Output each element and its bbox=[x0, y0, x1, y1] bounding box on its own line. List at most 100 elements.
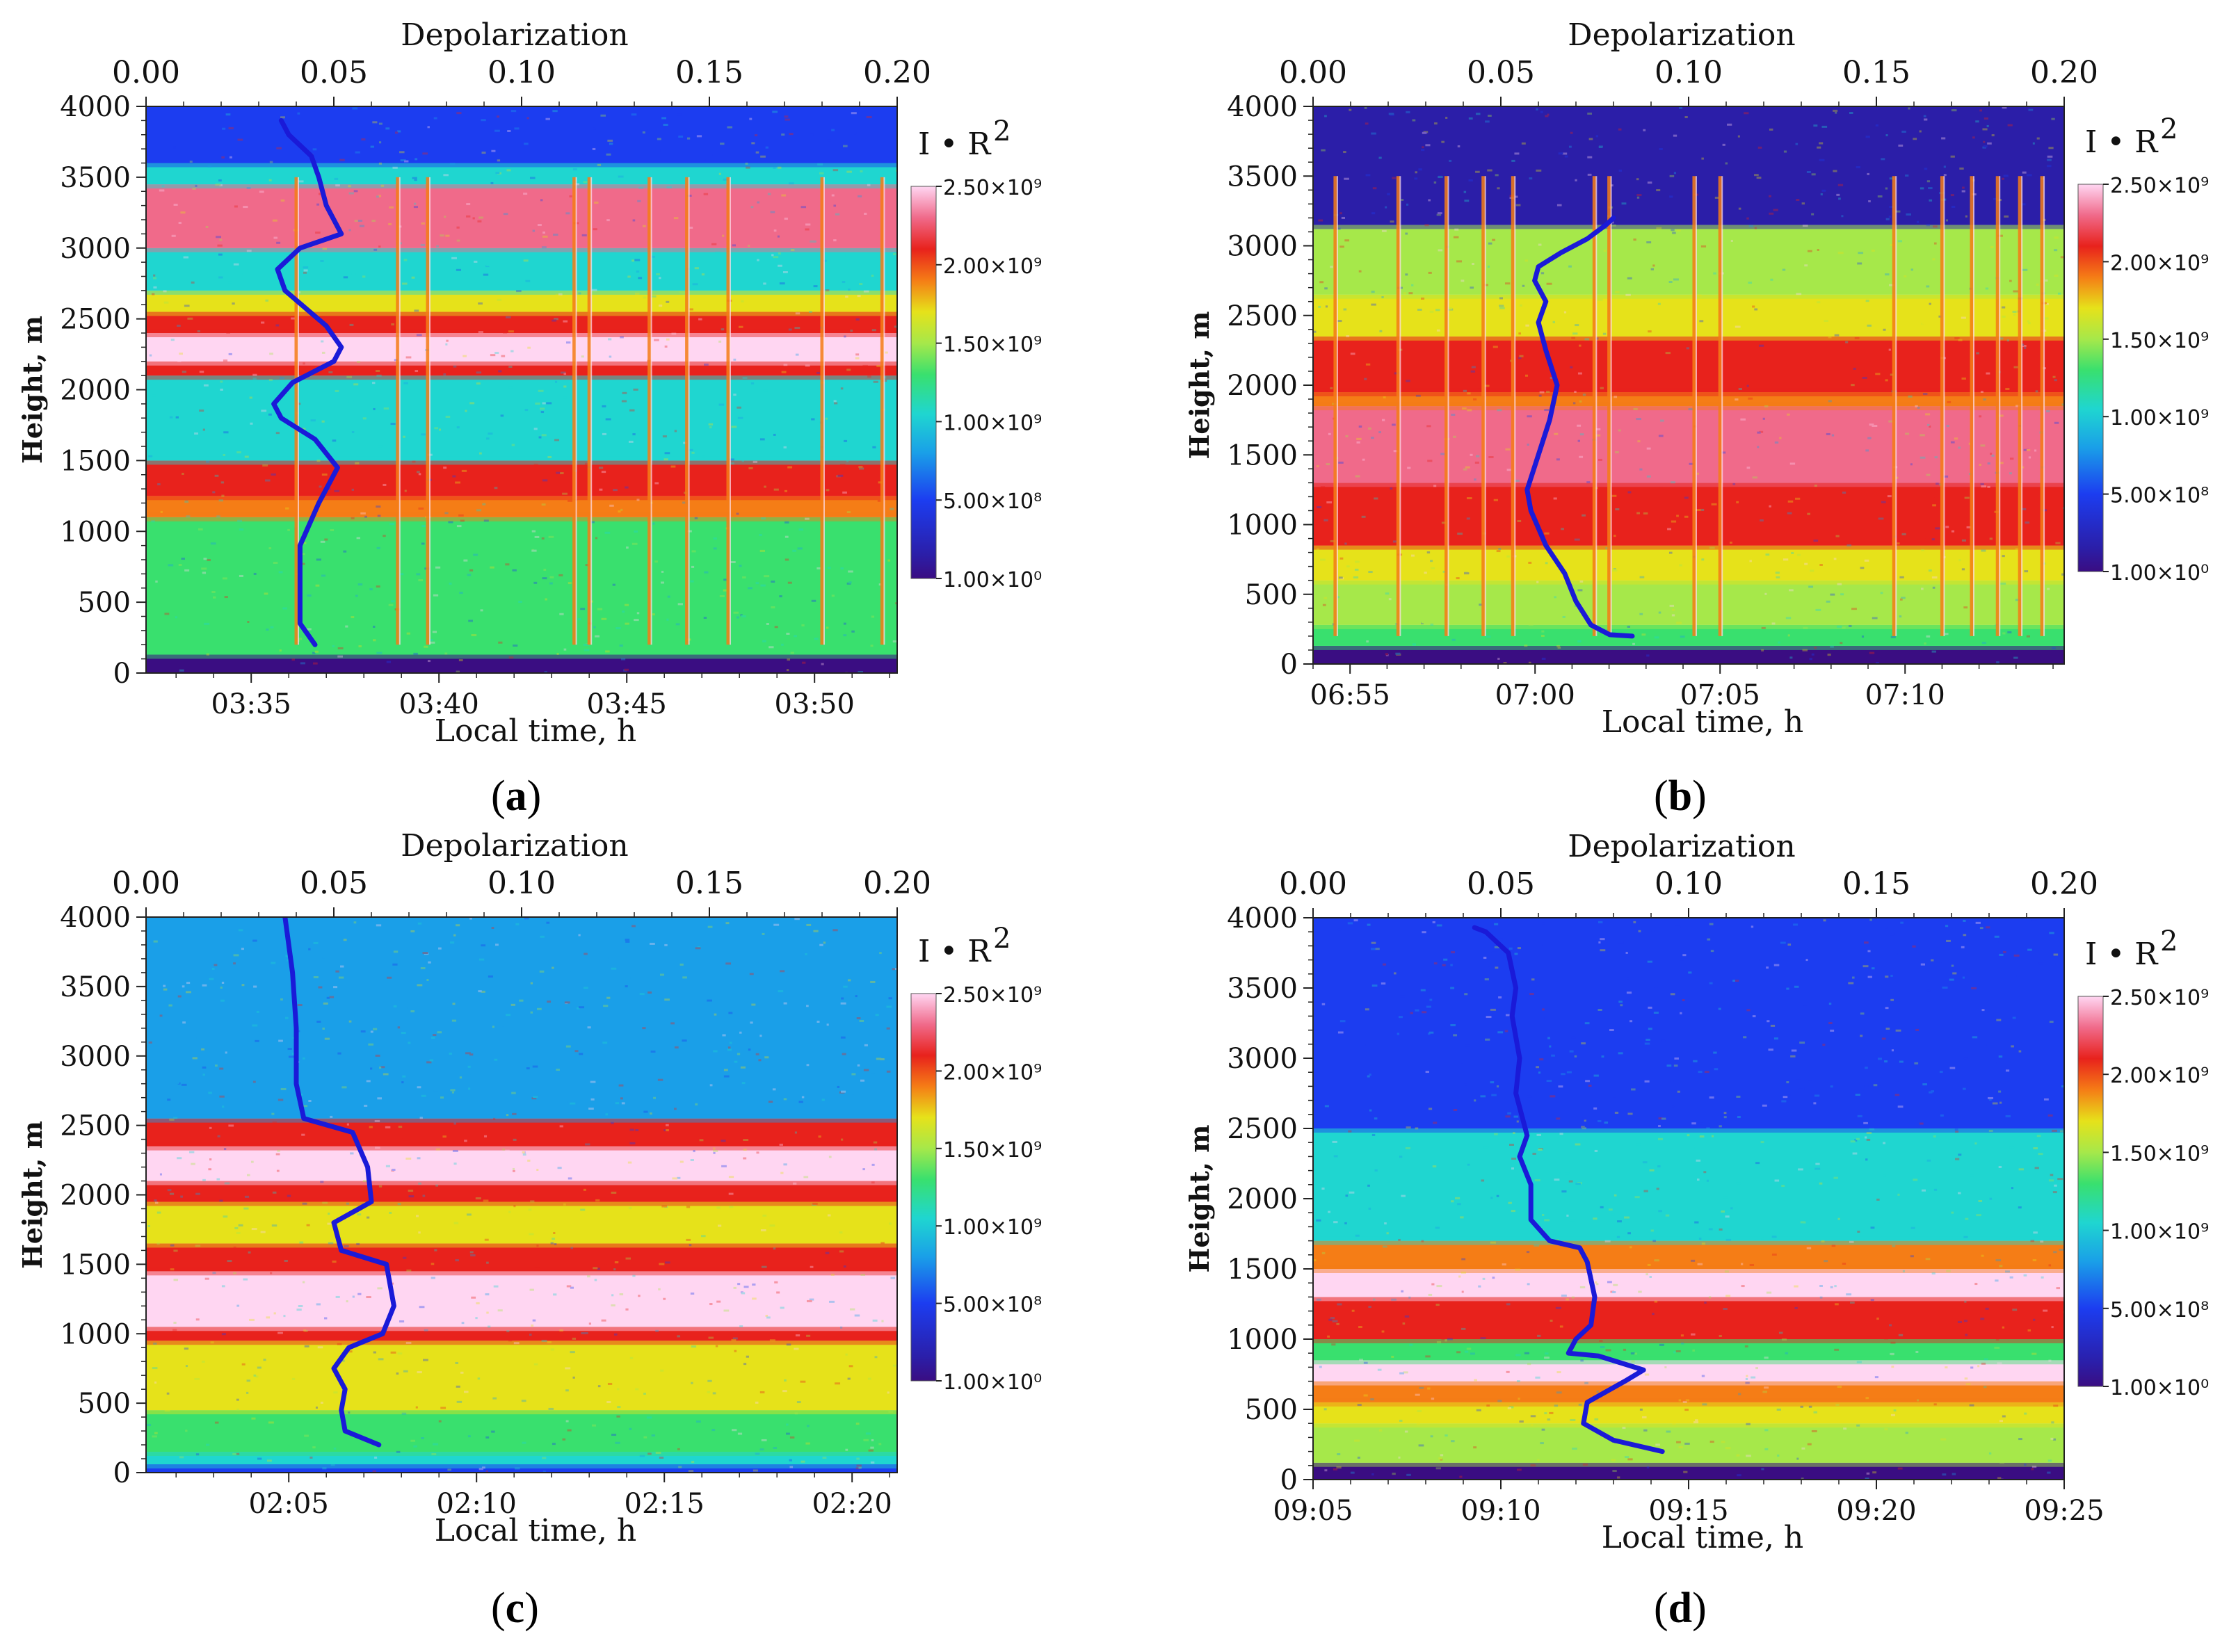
noise-speck bbox=[1367, 427, 1371, 430]
noise-speck bbox=[399, 485, 403, 488]
noise-speck bbox=[507, 130, 511, 133]
noise-speck bbox=[2054, 236, 2059, 239]
x-tick-label: 09:15 bbox=[1648, 1495, 1728, 1527]
noise-speck bbox=[287, 528, 290, 531]
noise-speck bbox=[1718, 1007, 1721, 1010]
backscatter-layer bbox=[146, 1341, 897, 1411]
noise-speck bbox=[1954, 437, 1958, 440]
noise-speck bbox=[343, 276, 348, 279]
noise-speck bbox=[1764, 1448, 1769, 1450]
noise-speck bbox=[1572, 332, 1578, 335]
noise-speck bbox=[858, 671, 863, 673]
noise-speck bbox=[321, 351, 325, 354]
noise-speck bbox=[1359, 1359, 1363, 1361]
noise-speck bbox=[1693, 1421, 1699, 1424]
chart-d-svg: 05001000150020002500300035004000Height, … bbox=[1184, 829, 2209, 1555]
noise-speck bbox=[1898, 1334, 1904, 1336]
noise-speck bbox=[1652, 264, 1655, 267]
noise-speck bbox=[1981, 1362, 1986, 1365]
noise-speck bbox=[273, 1312, 276, 1315]
noise-speck bbox=[1383, 396, 1386, 399]
noise-speck bbox=[393, 950, 399, 953]
noise-speck bbox=[2025, 521, 2030, 524]
chart-panel-a: 0 500 1000 1500 2000 2500 3000 3500 4000 Height, … bbox=[0, 0, 1106, 825]
noise-speck bbox=[762, 932, 765, 935]
noise-speck bbox=[562, 492, 568, 495]
noise-speck bbox=[578, 292, 581, 295]
noise-speck bbox=[413, 202, 417, 205]
noise-speck bbox=[773, 166, 776, 169]
noise-speck bbox=[1553, 497, 1557, 500]
x-tick-label: 09:25 bbox=[2024, 1495, 2104, 1527]
noise-speck bbox=[1378, 431, 1381, 434]
noise-speck bbox=[1474, 1379, 1478, 1382]
noise-speck bbox=[1912, 945, 1916, 948]
noise-speck bbox=[266, 629, 269, 631]
noise-speck bbox=[1899, 1060, 1904, 1063]
noise-speck bbox=[663, 124, 668, 127]
noise-speck bbox=[678, 1466, 682, 1468]
noise-speck bbox=[859, 283, 863, 286]
noise-speck bbox=[1978, 1199, 1983, 1202]
noise-speck bbox=[1363, 1394, 1368, 1397]
noise-speck bbox=[1709, 546, 1715, 549]
noise-speck bbox=[261, 321, 265, 324]
noise-speck bbox=[760, 1229, 766, 1232]
y-tick-label: 1500 bbox=[60, 1249, 131, 1281]
noise-speck bbox=[1505, 1115, 1511, 1118]
noise-speck bbox=[205, 225, 209, 228]
noise-speck bbox=[1336, 1322, 1339, 1325]
noise-speck bbox=[764, 575, 770, 578]
noise-speck bbox=[522, 1151, 526, 1153]
noise-speck bbox=[860, 1273, 866, 1276]
noise-speck bbox=[175, 1081, 179, 1084]
colorbar-tick-label: 1.00×10⁹ bbox=[943, 411, 1042, 435]
noise-speck bbox=[620, 1097, 623, 1100]
noise-speck bbox=[1943, 165, 1946, 168]
noise-speck bbox=[1419, 1386, 1424, 1389]
noise-speck bbox=[1669, 604, 1675, 607]
noise-speck bbox=[750, 382, 755, 384]
noise-speck bbox=[581, 234, 587, 236]
noise-speck bbox=[659, 973, 665, 976]
layer-boundary bbox=[1313, 541, 2064, 550]
noise-speck bbox=[1866, 1472, 1870, 1475]
noise-speck bbox=[1575, 1183, 1581, 1185]
noise-speck bbox=[1484, 384, 1490, 387]
noise-speck bbox=[1495, 174, 1499, 177]
noise-speck bbox=[1486, 1404, 1490, 1407]
noise-speck bbox=[1405, 1147, 1410, 1149]
noise-speck bbox=[1766, 966, 1769, 969]
noise-speck bbox=[261, 1111, 265, 1114]
noise-speck bbox=[175, 616, 177, 619]
noise-speck bbox=[394, 131, 399, 134]
noise-speck bbox=[1668, 281, 1673, 284]
noise-speck bbox=[301, 428, 306, 430]
noise-speck bbox=[373, 1351, 376, 1354]
noise-speck bbox=[515, 1467, 520, 1470]
noise-speck bbox=[1515, 1354, 1521, 1357]
noise-speck bbox=[1428, 271, 1432, 274]
noise-speck bbox=[1982, 146, 1986, 149]
noise-speck bbox=[1621, 202, 1627, 205]
top-tick-label: 0.15 bbox=[1842, 55, 1910, 90]
noise-speck bbox=[1570, 1219, 1576, 1222]
noise-speck bbox=[1423, 131, 1429, 133]
layer-boundary bbox=[1313, 1356, 2064, 1365]
noise-speck bbox=[2047, 1471, 2051, 1474]
noise-speck bbox=[220, 986, 223, 989]
noise-speck bbox=[524, 143, 529, 145]
noise-speck bbox=[1735, 325, 1741, 328]
noise-speck bbox=[2050, 1174, 2054, 1176]
noise-speck bbox=[246, 1391, 249, 1394]
noise-speck bbox=[1347, 922, 1353, 925]
noise-speck bbox=[732, 244, 737, 247]
noise-speck bbox=[594, 1279, 597, 1281]
noise-speck bbox=[713, 1149, 718, 1152]
noise-speck bbox=[1399, 1419, 1403, 1422]
noise-speck bbox=[1830, 593, 1835, 596]
noise-speck bbox=[1800, 1221, 1805, 1224]
noise-speck bbox=[2032, 1258, 2037, 1261]
noise-speck bbox=[625, 1308, 629, 1311]
top-tick-label: 0.20 bbox=[2030, 866, 2098, 902]
